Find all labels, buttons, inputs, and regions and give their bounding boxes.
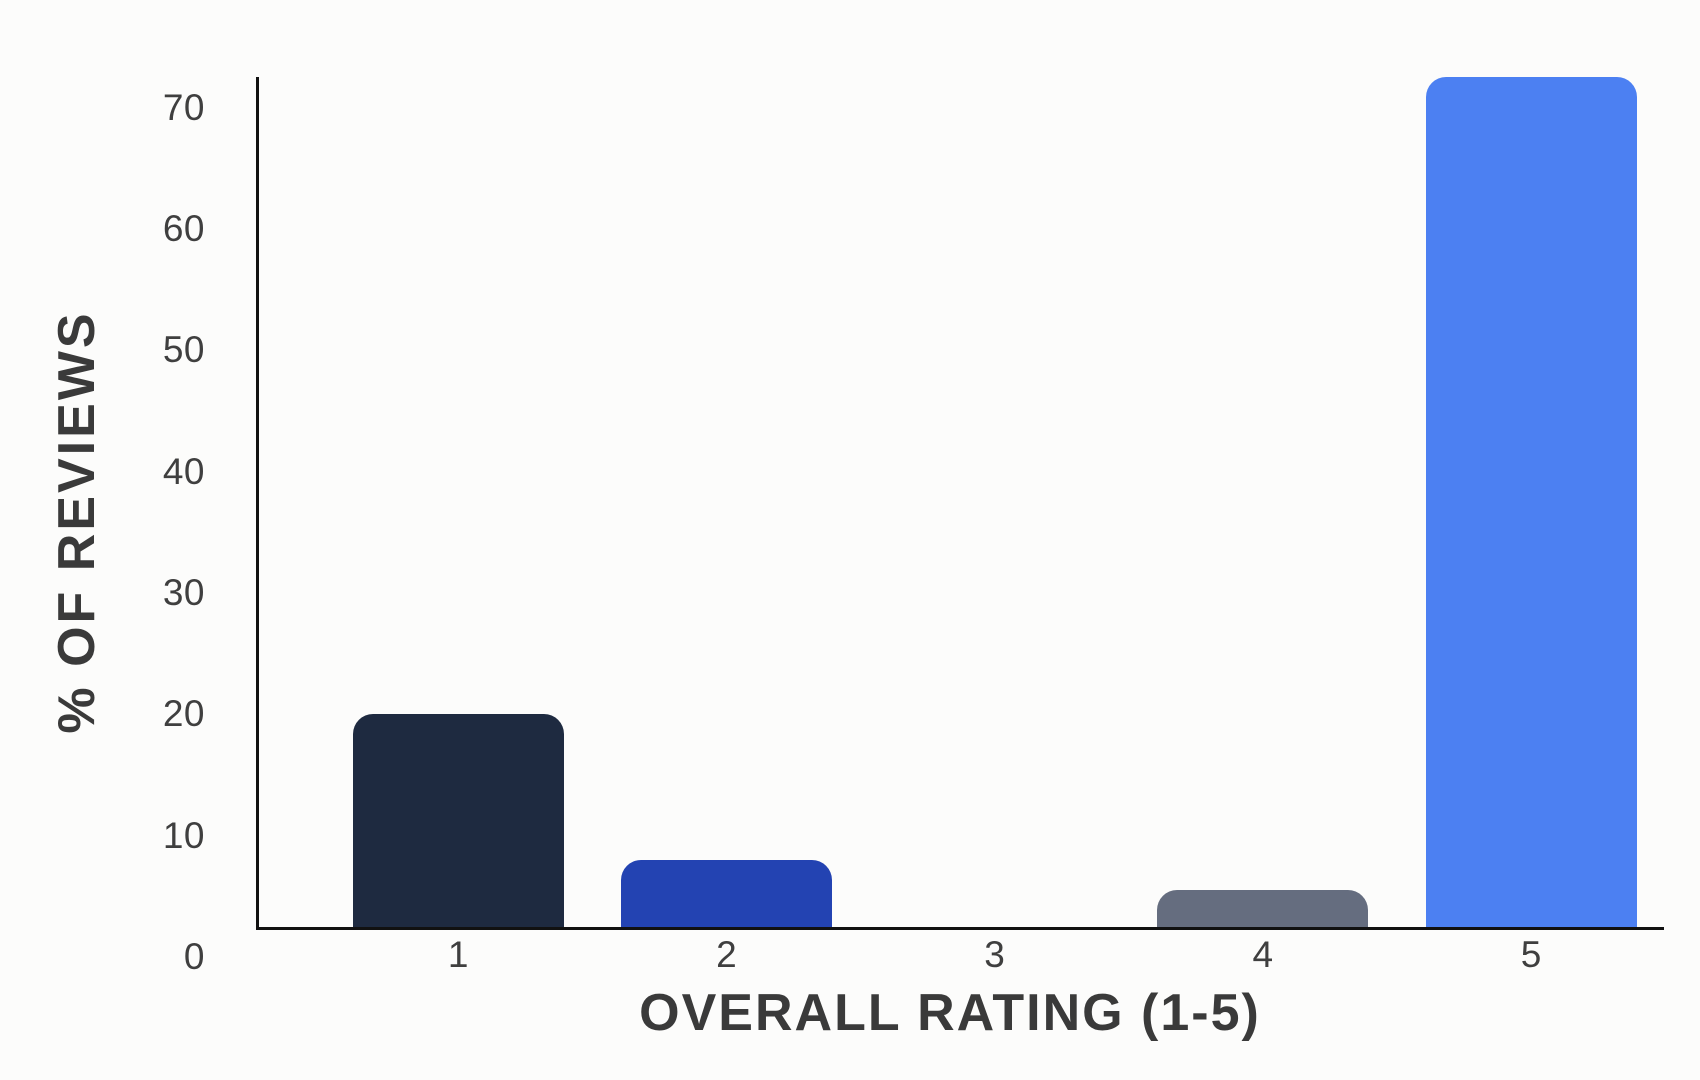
y-axis-line [256,77,259,930]
x-tick-label-3: 3 [984,934,1005,975]
y-tick-label-30: 30 [162,572,205,614]
y-tick-label-50: 50 [162,329,205,371]
x-tick-label-5: 5 [1520,934,1542,975]
bar-rating-4 [1157,890,1369,927]
x-axis-title: OVERALL RATING (1-5) [639,984,1261,1042]
bar-rating-1 [352,714,564,927]
bar-rating-5 [1425,77,1637,927]
y-tick-label-70: 70 [162,86,205,128]
y-tick-label-0: 0 [183,936,205,977]
bar-rating-2 [620,859,832,927]
y-tick-label-20: 20 [162,693,205,735]
x-tick-label-2: 2 [716,934,737,975]
x-tick-label-1: 1 [447,934,469,975]
x-axis-line [256,927,1664,930]
y-tick-label-10: 10 [162,814,205,856]
y-tick-label-60: 60 [162,208,205,250]
y-axis-title: % OF REVIEWS [48,310,106,734]
y-tick-label-40: 40 [162,450,205,492]
x-tick-label-4: 4 [1252,934,1274,975]
